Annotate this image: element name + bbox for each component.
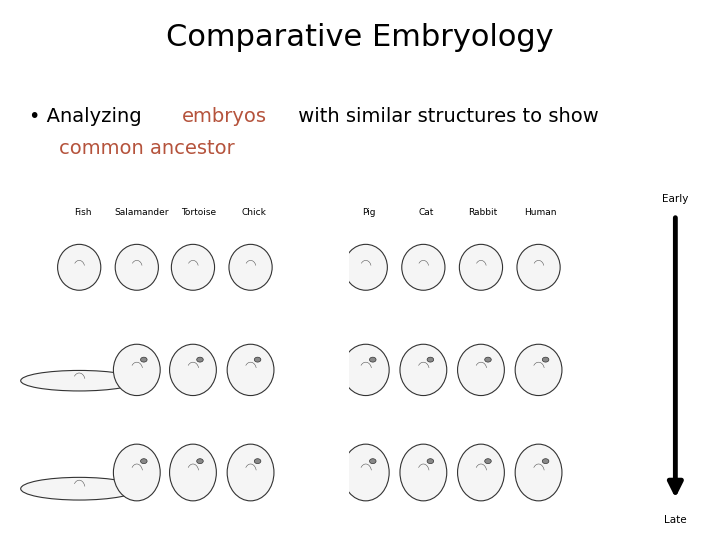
Ellipse shape bbox=[400, 345, 446, 395]
Text: Tortoise: Tortoise bbox=[181, 208, 216, 217]
Ellipse shape bbox=[58, 244, 101, 291]
Text: Salamander: Salamander bbox=[114, 208, 169, 217]
Circle shape bbox=[485, 357, 491, 362]
Circle shape bbox=[542, 458, 549, 464]
Text: Chick: Chick bbox=[242, 208, 266, 217]
Ellipse shape bbox=[171, 244, 215, 291]
Text: Late: Late bbox=[664, 515, 687, 525]
Ellipse shape bbox=[170, 444, 217, 501]
Ellipse shape bbox=[227, 345, 274, 395]
Ellipse shape bbox=[114, 444, 161, 501]
Ellipse shape bbox=[21, 477, 138, 500]
Text: Human: Human bbox=[523, 208, 557, 217]
Text: Cat: Cat bbox=[418, 208, 434, 217]
Text: embryos: embryos bbox=[182, 106, 267, 126]
Ellipse shape bbox=[343, 444, 389, 501]
Text: Early: Early bbox=[662, 194, 688, 204]
Text: with similar structures to show: with similar structures to show bbox=[292, 106, 598, 126]
Circle shape bbox=[140, 458, 147, 464]
Ellipse shape bbox=[516, 444, 562, 501]
Text: Comparative Embryology: Comparative Embryology bbox=[166, 23, 554, 52]
Ellipse shape bbox=[229, 244, 272, 291]
Ellipse shape bbox=[459, 244, 503, 291]
Ellipse shape bbox=[517, 244, 560, 291]
Circle shape bbox=[197, 458, 203, 464]
Circle shape bbox=[197, 357, 203, 362]
Text: common ancestor: common ancestor bbox=[59, 139, 235, 158]
Ellipse shape bbox=[458, 444, 505, 501]
Ellipse shape bbox=[227, 444, 274, 501]
Circle shape bbox=[369, 458, 376, 464]
Ellipse shape bbox=[170, 345, 217, 395]
Circle shape bbox=[542, 357, 549, 362]
Ellipse shape bbox=[114, 345, 161, 395]
Ellipse shape bbox=[115, 244, 158, 291]
Circle shape bbox=[254, 357, 261, 362]
Ellipse shape bbox=[402, 244, 445, 291]
Ellipse shape bbox=[21, 370, 138, 391]
Ellipse shape bbox=[343, 345, 389, 395]
Ellipse shape bbox=[516, 345, 562, 395]
Circle shape bbox=[140, 357, 147, 362]
Text: Pig: Pig bbox=[363, 208, 376, 217]
Text: Rabbit: Rabbit bbox=[469, 208, 498, 217]
Ellipse shape bbox=[400, 444, 446, 501]
Text: Fish: Fish bbox=[74, 208, 91, 217]
Circle shape bbox=[427, 458, 433, 464]
Circle shape bbox=[254, 458, 261, 464]
Ellipse shape bbox=[344, 244, 387, 291]
Text: • Analyzing: • Analyzing bbox=[29, 106, 148, 126]
Circle shape bbox=[369, 357, 376, 362]
Circle shape bbox=[427, 357, 433, 362]
Bar bbox=[306, 202, 349, 505]
Ellipse shape bbox=[458, 345, 505, 395]
Circle shape bbox=[485, 458, 491, 464]
